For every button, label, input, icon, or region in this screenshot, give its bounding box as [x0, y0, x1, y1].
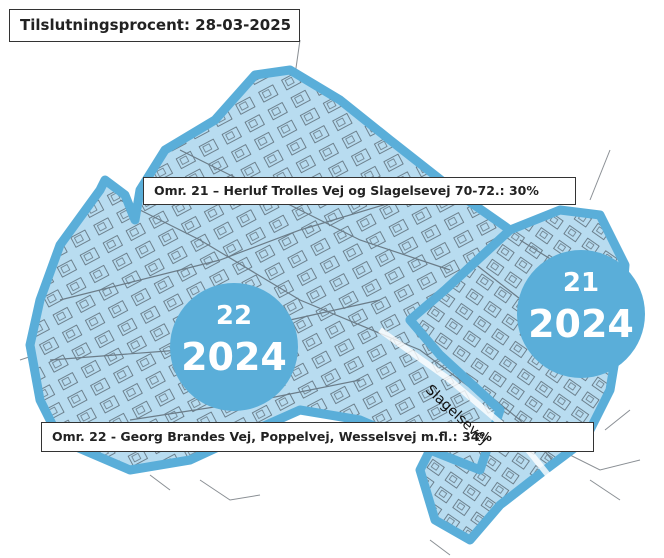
- area-22-label: Omr. 22 - Georg Brandes Vej, Poppelvej, …: [41, 422, 594, 452]
- map-title: Tilslutningsprocent: 28-03-2025: [9, 9, 300, 42]
- area-21-number: 21: [562, 268, 600, 298]
- slagelsevej-road: [378, 327, 563, 492]
- area-22-number: 22: [215, 301, 253, 331]
- area-21-year: 2024: [528, 302, 634, 346]
- area-22-badge[interactable]: 22 2024: [170, 283, 298, 411]
- area-21-label: Omr. 21 – Herluf Trolles Vej og Slagelse…: [143, 177, 576, 205]
- area-21-badge[interactable]: 21 2024: [517, 250, 645, 378]
- area-22-year: 2024: [181, 335, 287, 379]
